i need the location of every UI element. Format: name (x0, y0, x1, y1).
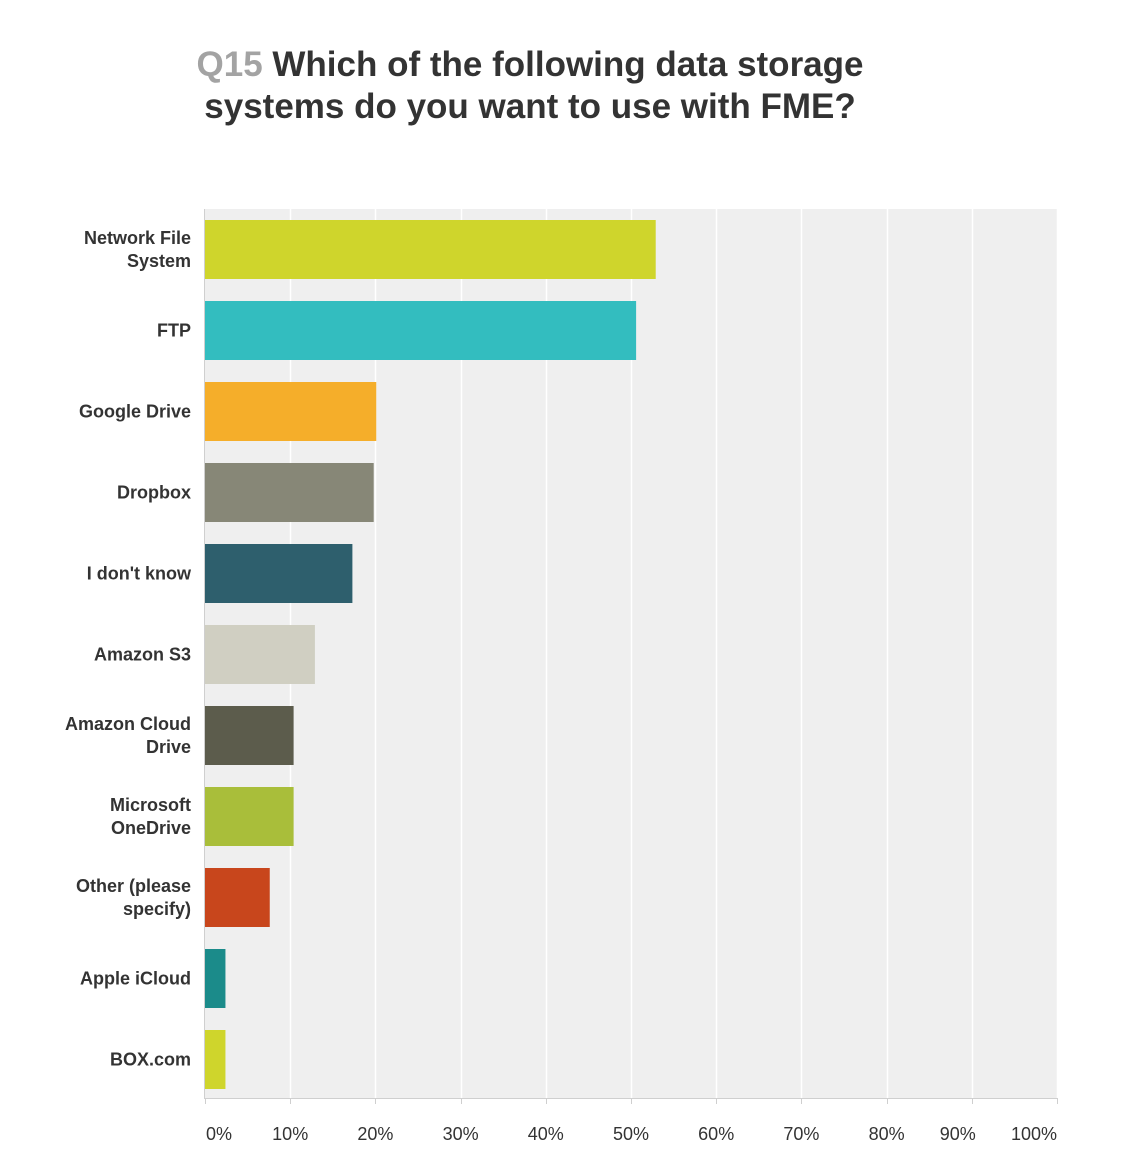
bar (205, 949, 226, 1008)
bar (205, 463, 374, 522)
category-label: I don't know (87, 564, 192, 584)
category-label: FTP (157, 321, 191, 341)
x-tick-label: 0% (206, 1124, 232, 1144)
bar (205, 787, 294, 846)
bar (205, 544, 353, 603)
category-label: BOX.com (110, 1050, 191, 1070)
bar (205, 625, 315, 684)
x-tick-label: 10% (272, 1124, 308, 1144)
x-tick-label: 70% (783, 1124, 819, 1144)
category-label: Amazon S3 (94, 645, 191, 665)
bar (205, 868, 270, 927)
x-tick-label: 80% (869, 1124, 905, 1144)
x-tick-label: 100% (1011, 1124, 1057, 1144)
title-text-1: Which of the following data storage (272, 45, 864, 84)
x-tick-label: 40% (528, 1124, 564, 1144)
category-label: Apple iCloud (80, 969, 191, 989)
title-text-2: systems do you want to use with FME? (204, 87, 856, 126)
x-tick-label: 50% (613, 1124, 649, 1144)
chart-title: Q15 Which of the following data storage … (120, 44, 940, 128)
bar (205, 220, 656, 279)
bar (205, 706, 294, 765)
x-tick-label: 60% (698, 1124, 734, 1144)
category-label: Microsoft OneDrive (110, 795, 191, 838)
x-tick-label: 20% (357, 1124, 393, 1144)
category-label: Dropbox (117, 483, 191, 503)
category-label: Google Drive (79, 402, 191, 422)
x-tick-label: 90% (940, 1124, 976, 1144)
bar (205, 382, 377, 441)
title-line-1: Q15 Which of the following data storage (120, 44, 940, 86)
category-label: Amazon Cloud Drive (65, 714, 191, 757)
x-tick-label: 30% (443, 1124, 479, 1144)
bar (205, 1030, 226, 1089)
question-number: Q15 (196, 45, 263, 84)
category-label: Network File System (84, 228, 191, 271)
bar (205, 301, 637, 360)
category-label: Other (please specify) (76, 876, 191, 919)
